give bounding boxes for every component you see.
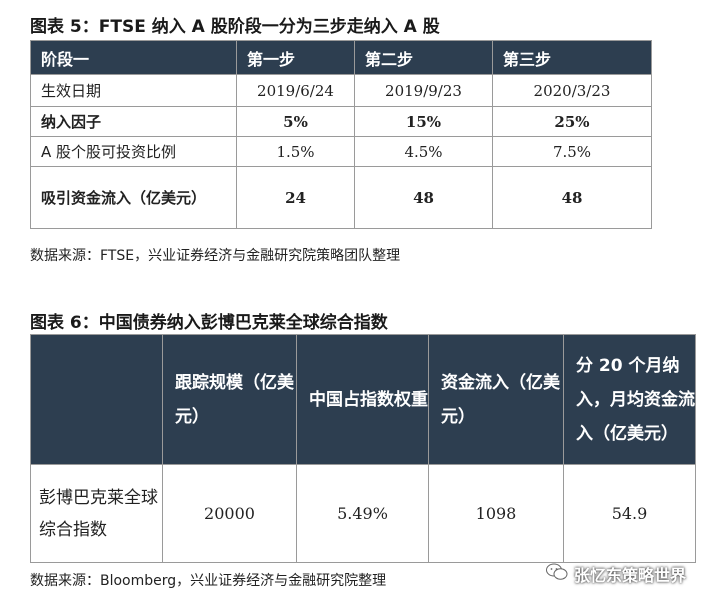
header-step2: 第二步 <box>354 40 493 75</box>
cell: 2019/9/23 <box>354 74 493 107</box>
cell: 5.49% <box>296 464 429 563</box>
cell: 5% <box>236 106 355 137</box>
row-label: 生效日期 <box>30 74 237 107</box>
table-row: 纳入因子 5% 15% 25% <box>30 106 652 137</box>
header-step1: 第一步 <box>236 40 355 75</box>
cell: 48 <box>492 166 652 229</box>
cell: 54.9 <box>563 464 696 563</box>
table-row: A 股个股可投资比例 1.5% 4.5% 7.5% <box>30 136 652 167</box>
table-row: 吸引资金流入（亿美元） 24 48 48 <box>30 166 652 229</box>
cell: 1.5% <box>236 136 355 167</box>
cell: 24 <box>236 166 355 229</box>
cell: 15% <box>354 106 493 137</box>
wechat-icon <box>546 563 574 585</box>
header-monthly-inflow: 分 20 个月纳入，月均资金流入（亿美元） <box>563 334 696 465</box>
header-china-weight: 中国占指数权重 <box>296 334 429 465</box>
table-row: 生效日期 2019/6/24 2019/9/23 2020/3/23 <box>30 74 652 107</box>
table-row: 彭博巴克莱全球综合指数 20000 5.49% 1098 54.9 <box>30 464 696 563</box>
bloomberg-index-table: 跟踪规模（亿美元） 中国占指数权重 资金流入（亿美元） 分 20 个月纳入，月均… <box>30 334 696 563</box>
cell: 48 <box>354 166 493 229</box>
cell: 2019/6/24 <box>236 74 355 107</box>
cell: 2020/3/23 <box>492 74 652 107</box>
table1-source: 数据来源：FTSE，兴业证券经济与金融研究院策略团队整理 <box>30 248 401 264</box>
ftse-inclusion-table: 阶段一 第一步 第二步 第三步 生效日期 2019/6/24 2019/9/23… <box>30 40 652 229</box>
header-empty <box>30 334 163 465</box>
row-label: 纳入因子 <box>30 106 237 137</box>
cell: 4.5% <box>354 136 493 167</box>
cell: 7.5% <box>492 136 652 167</box>
row-label: 吸引资金流入（亿美元） <box>30 166 237 229</box>
cell: 25% <box>492 106 652 137</box>
row-label: 彭博巴克莱全球综合指数 <box>30 464 163 563</box>
cell: 1098 <box>428 464 564 563</box>
header-tracking-size: 跟踪规模（亿美元） <box>162 334 297 465</box>
header-capital-inflow: 资金流入（亿美元） <box>428 334 564 465</box>
row-label: A 股个股可投资比例 <box>30 136 237 167</box>
table2-source: 数据来源：Bloomberg，兴业证券经济与金融研究院整理 <box>30 573 387 589</box>
header-step3: 第三步 <box>492 40 652 75</box>
watermark-text: 张忆东策略世界 <box>574 566 687 585</box>
header-phase: 阶段一 <box>30 40 237 75</box>
watermark: 张忆东策略世界 <box>546 562 686 586</box>
table1-title: 图表 5：FTSE 纳入 A 股阶段一分为三步走纳入 A 股 <box>30 17 440 37</box>
table2-title: 图表 6：中国债券纳入彭博巴克莱全球综合指数 <box>30 313 388 333</box>
cell: 20000 <box>162 464 297 563</box>
